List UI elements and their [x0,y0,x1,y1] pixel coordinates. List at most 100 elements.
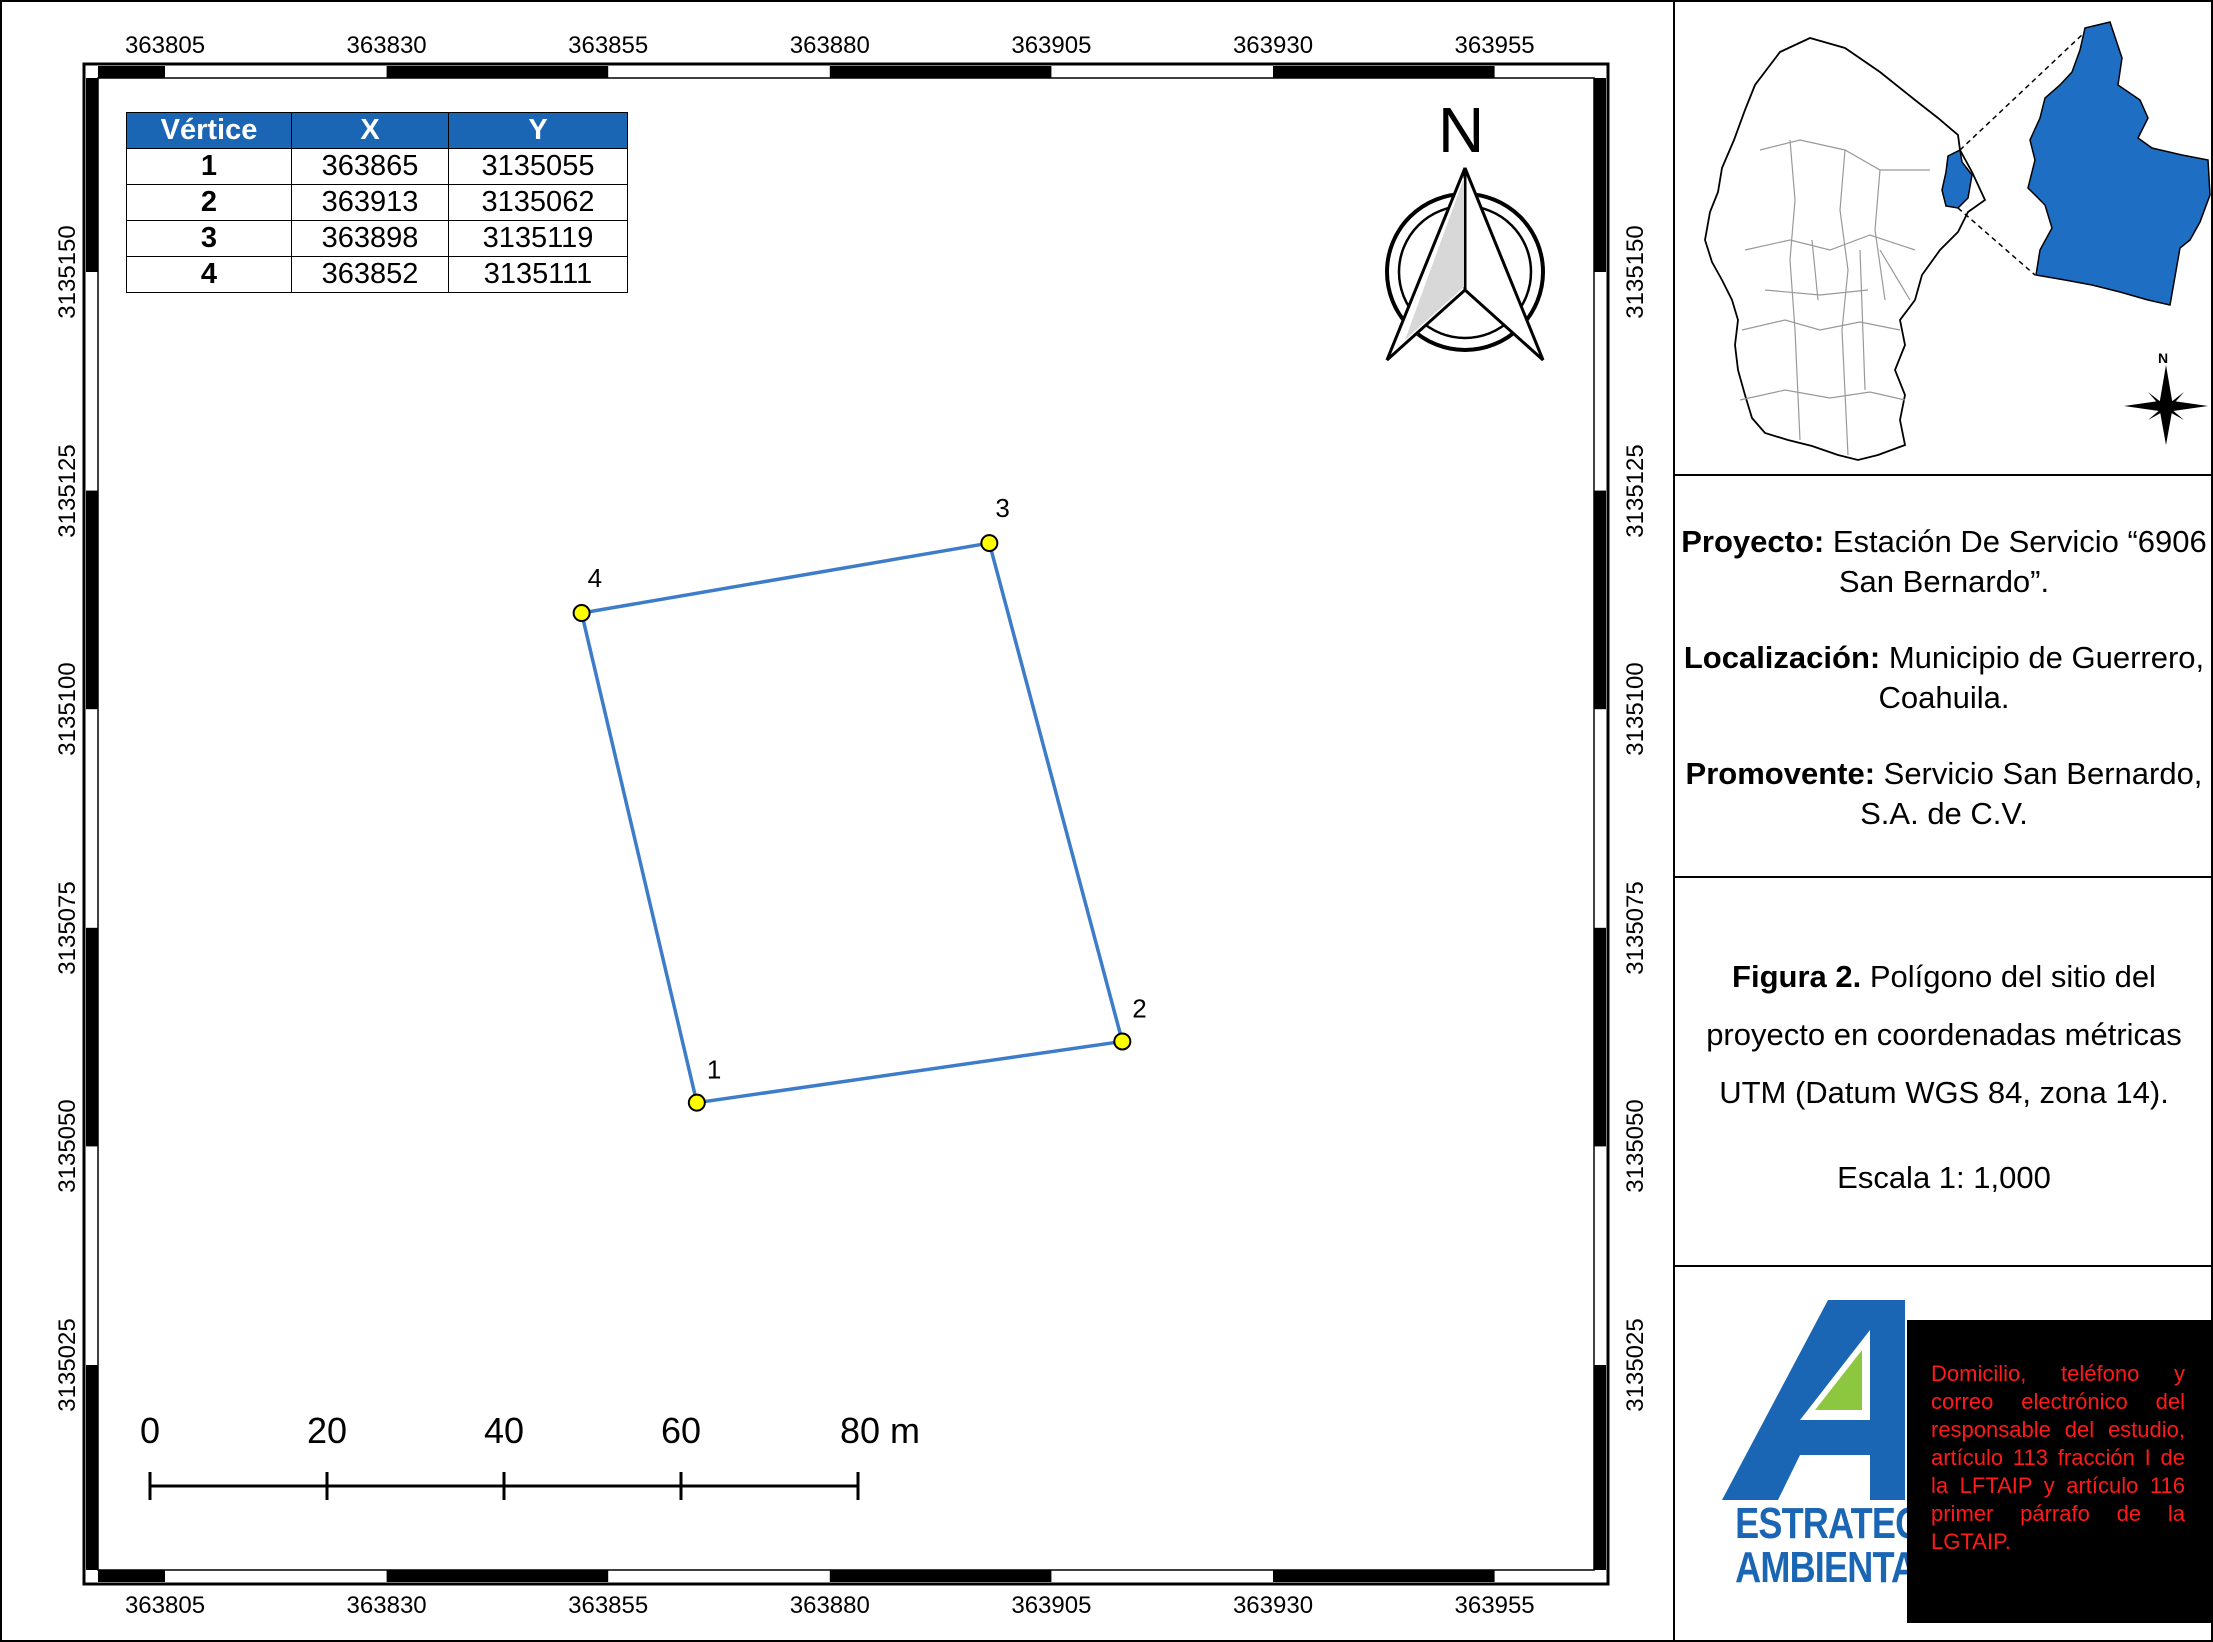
promoter-info: Promovente: Servicio San Bernardo, S.A. … [1680,754,2208,834]
inset-state-map [1704,21,2211,461]
frame-segment [1273,66,1495,78]
table-header-x: X [291,112,449,149]
figure-value: Polígono del sitio del proyecto en coord… [1706,959,2182,1110]
location-info: Localización: Municipio de Guerrero, Coa… [1680,638,2208,718]
table-cell: 4 [126,256,292,293]
y-tick-label: 3135075 [54,881,81,975]
frame-segment [829,66,1052,78]
table-cell: 363913 [291,184,449,221]
table-cell: 1 [126,148,292,185]
scale-bar [148,1472,860,1500]
table-header-row: Vértice X Y [126,112,628,149]
frame-segment [1594,1365,1606,1570]
x-tick-label: 363905 [1011,1592,1092,1619]
map-inner-line [97,77,1595,1571]
site-polygon-layer: 1 2 3 4 [572,493,1147,1112]
figure-caption: Figura 2. Polígono del sitio del proyect… [1680,948,2208,1122]
vertex-marker [980,534,999,553]
y-tick-label: 3135025 [1622,1318,1649,1412]
x-tick-label: 363905 [1011,32,1092,59]
section-divider [1673,876,2213,878]
x-tick-label: 363855 [568,32,649,59]
x-tick-label: 363805 [124,32,206,59]
vertex-marker [687,1093,706,1112]
highlighted-municipality-small [1941,148,1973,209]
vertex-marker [1113,1032,1132,1051]
project-info: Proyecto: Estación De Servicio “6906 San… [1680,522,2208,602]
y-tick-label: 3135100 [1622,662,1649,756]
location-label: Localización: [1683,640,1881,675]
frame-segments [86,66,1606,1582]
frame-segment [86,78,98,272]
x-tick-label: 363880 [789,1592,870,1619]
x-tick-label: 363955 [1454,32,1535,59]
table-header-vertex: Vértice [126,112,292,149]
scale-label-0: 0 [139,1410,161,1451]
table-row: 2 363913 3135062 [126,184,628,221]
north-label: N [1438,94,1485,166]
table-cell: 363898 [291,220,449,257]
section-divider [1673,474,2213,476]
frame-segment [1273,1570,1495,1582]
y-tick-label: 3135150 [1622,225,1649,319]
y-tick-label: 3135075 [1622,881,1649,975]
promoter-label: Promovente: [1685,756,1876,791]
highlighted-municipality-large [2027,21,2211,306]
section-divider [1673,1265,2213,1267]
x-tick-label: 363930 [1232,1592,1314,1619]
y-tick-label: 3135125 [54,443,81,538]
x-tick-label: 363880 [789,32,870,59]
vertex-label: 3 [995,493,1009,523]
y-tick-label: 3135050 [1622,1099,1649,1194]
project-label: Proyecto: [1681,524,1825,559]
y-tick-label: 3135050 [54,1099,81,1194]
callout-line-top [1959,31,2086,151]
vertex-label: 2 [1132,993,1146,1023]
frame-segment [98,1570,165,1582]
frame-segment [829,1570,1052,1582]
y-tick-label: 3135150 [54,225,81,319]
table-cell: 2 [126,184,292,221]
frame-segment [86,1365,98,1570]
scale-label-20: 20 [306,1410,348,1451]
callout-line-bottom [1957,207,2036,276]
vertex-label: 4 [588,563,602,593]
table-cell: 3135062 [448,184,628,221]
y-tick-label: 3135025 [54,1318,81,1412]
x-tick-label: 363830 [346,32,427,59]
municipal-boundaries [1739,139,1930,456]
table-cell: 3 [126,220,292,257]
map-neatline [82,62,1610,1586]
x-tick-label: 363830 [346,1592,427,1619]
north-arrow-icon [1385,167,1545,362]
logo-line-1: ESTRATEGIA [1735,1499,1957,1548]
table-cell: 363852 [291,256,449,293]
frame-segment [1594,78,1606,272]
inset-north-star-icon [2124,365,2208,445]
y-tick-label: 3135100 [54,662,81,756]
x-tick-label: 363855 [568,1592,649,1619]
scale-label-80m: 80 m [839,1410,921,1451]
side-panel-divider [1673,0,1675,1642]
figure-label: Figura 2. [1732,959,1862,994]
project-value: Estación De Servicio “6906 San Bernardo”… [1824,524,2207,599]
y-tick-label: 3135125 [1622,443,1649,538]
frame-segment [386,66,609,78]
scale-text: Escala 1: 1,000 [1837,1160,2051,1195]
logo-wordmark: ESTRATEGIA AMBIENTAL [1735,1499,1957,1590]
estrategia-ambiental-logo-icon [1722,1300,1905,1500]
frame-segment [86,490,98,710]
table-cell: 363865 [291,148,449,185]
table-cell: 3135111 [448,256,628,293]
vertex-coordinate-table: Vértice X Y 1 363865 3135055 2 363913 31… [126,112,628,293]
vertex-label: 1 [707,1055,721,1085]
frame-segment [1594,490,1606,710]
inset-north-label: N [2158,350,2169,366]
table-cell: 3135119 [448,220,628,257]
x-tick-label: 363955 [1454,1592,1535,1619]
location-value: Municipio de Guerrero, Coahuila. [1878,640,2205,715]
frame-segment [98,66,165,78]
